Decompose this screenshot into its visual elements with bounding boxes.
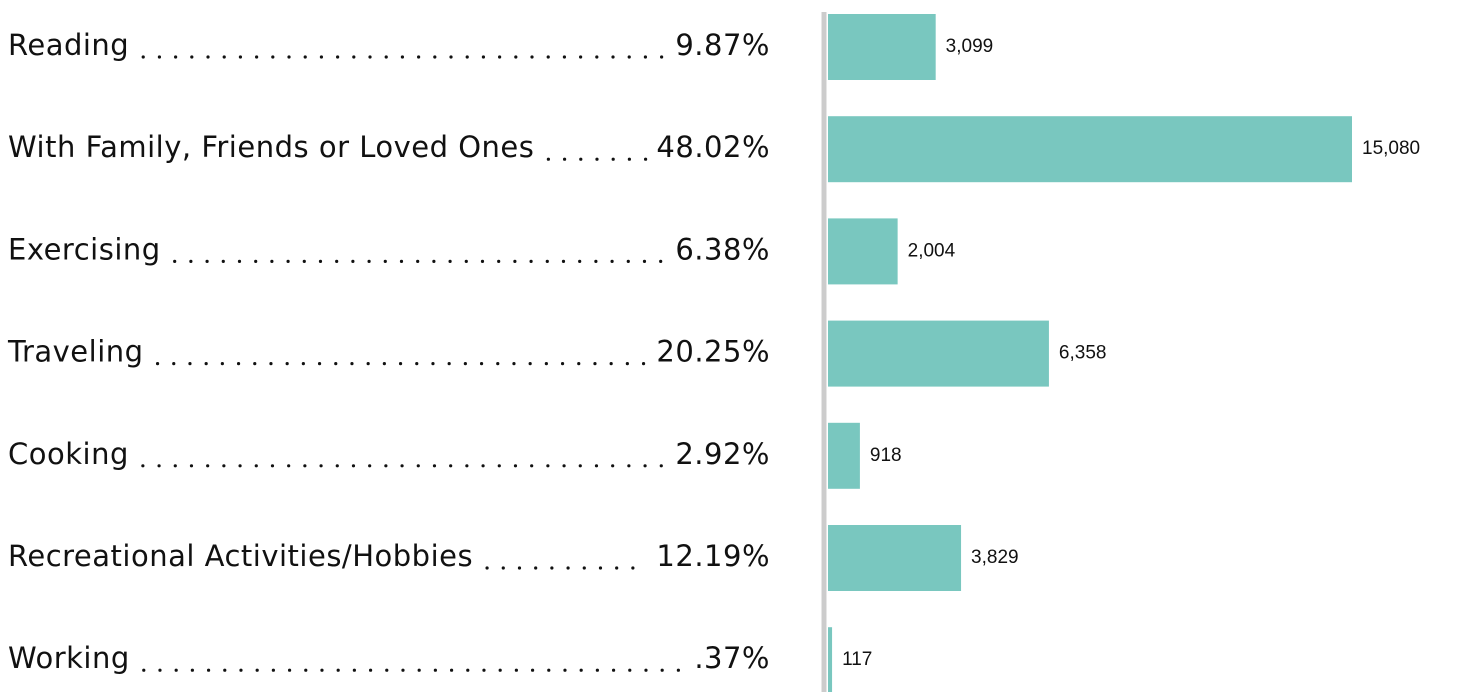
category-label: Working bbox=[8, 641, 130, 675]
bar bbox=[828, 320, 1049, 387]
share-label: 48.02% bbox=[656, 130, 770, 164]
bar bbox=[828, 422, 860, 489]
category-label: Exercising bbox=[8, 232, 161, 266]
bar bbox=[828, 116, 1352, 183]
share-label: 9.87% bbox=[675, 28, 770, 62]
category-label: Recreational Activities/Hobbies bbox=[8, 539, 473, 573]
value-label: 2,004 bbox=[908, 240, 956, 261]
category-label: With Family, Friends or Loved Ones bbox=[8, 130, 534, 164]
share-label: 6.38% bbox=[675, 232, 770, 266]
value-label: 15,080 bbox=[1362, 138, 1420, 159]
category-label: Cooking bbox=[8, 437, 129, 471]
value-label: 3,099 bbox=[946, 36, 994, 57]
value-label: 6,358 bbox=[1059, 343, 1107, 364]
bar bbox=[828, 525, 962, 591]
share-label: .37% bbox=[694, 641, 770, 675]
value-label: 918 bbox=[870, 445, 902, 466]
share-label: 20.25% bbox=[656, 335, 770, 369]
share-label: 12.19% bbox=[656, 539, 770, 573]
value-label: 117 bbox=[842, 649, 872, 670]
value-label: 3,829 bbox=[971, 547, 1019, 568]
category-label: Traveling bbox=[7, 335, 144, 369]
bar bbox=[828, 627, 833, 692]
bar bbox=[828, 14, 936, 80]
bar bbox=[828, 218, 898, 285]
category-label: Reading bbox=[8, 28, 129, 62]
share-label: 2.92% bbox=[675, 437, 770, 471]
